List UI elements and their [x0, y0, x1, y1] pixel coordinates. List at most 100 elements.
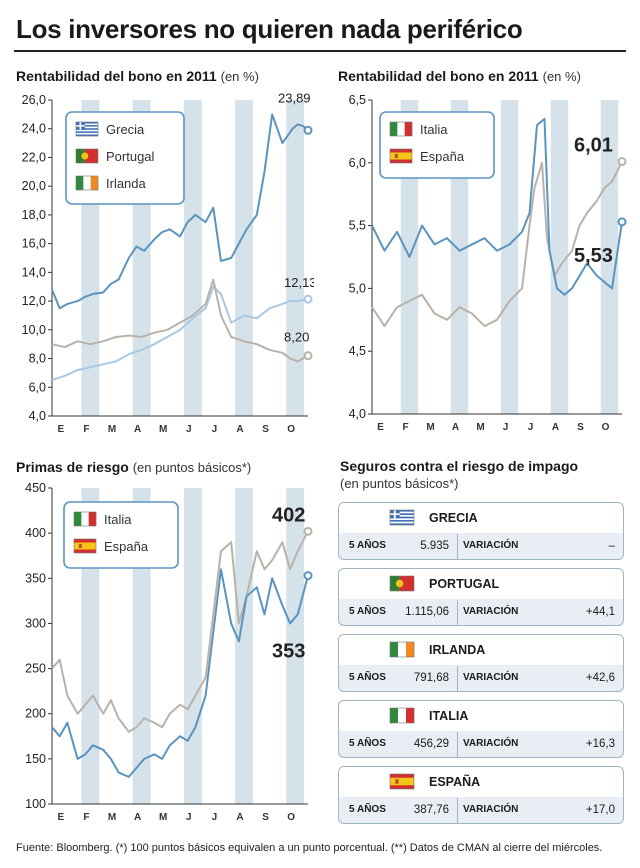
- cds-variation: +16,3: [585, 738, 615, 750]
- flag-band: [83, 176, 91, 190]
- y-tick-label: 450: [25, 481, 46, 495]
- cds-variation-label: VARIACIÓN: [463, 804, 519, 815]
- flag-band: [390, 777, 414, 786]
- y-tick-label: 4,0: [29, 409, 46, 423]
- flag-band: [84, 149, 98, 163]
- series-line-españa: [51, 568, 309, 778]
- flag-band: [406, 642, 415, 657]
- cds-row: 5 AÑOS 456,29 VARIACIÓN +16,3: [339, 732, 623, 757]
- y-tick-label: 150: [25, 752, 46, 766]
- x-tick-label: A: [552, 422, 559, 433]
- flag-border: [389, 148, 413, 164]
- cds-card-head: [339, 701, 623, 731]
- legend-label: Irlanda: [106, 176, 147, 191]
- flag-cross: [390, 513, 400, 515]
- x-tick-label: O: [287, 424, 295, 435]
- flag-band: [397, 122, 405, 136]
- x-tick-label: J: [186, 424, 192, 435]
- x-tick-label: J: [528, 422, 534, 433]
- x-tick-label: F: [402, 422, 408, 433]
- y-tick-label: 300: [25, 616, 46, 630]
- end-value-label: 12,13: [284, 275, 314, 290]
- flag-band: [406, 708, 415, 723]
- flag-band: [398, 708, 407, 723]
- flag-stripe: [390, 518, 414, 521]
- x-tick-label: O: [287, 812, 295, 823]
- cds-variation: +17,0: [585, 804, 615, 816]
- legend-label: Portugal: [106, 149, 155, 164]
- cds-5y-label: 5 AÑOS: [349, 606, 386, 617]
- flag: [389, 509, 415, 526]
- cds-subtitle: (en puntos básicos*): [340, 476, 459, 491]
- x-tick-label: M: [159, 812, 167, 823]
- legend-flag-irlanda: [75, 175, 99, 191]
- y-tick-label: 8,0: [29, 352, 46, 366]
- cds-item: 5 AÑOS 1.115,06 VARIACIÓN +44,1 PORTUGAL: [338, 568, 624, 626]
- cds-card-head: [339, 569, 623, 599]
- x-tick-label: J: [212, 812, 218, 823]
- legend-flag-portugal: [75, 148, 99, 164]
- cds-flag-es: [389, 773, 415, 790]
- legend-flag-españa: [73, 538, 97, 554]
- footer-note: Fuente: Bloomberg. (*) 100 puntos básico…: [16, 842, 603, 854]
- cds-value: 456,29: [413, 738, 449, 750]
- x-tick-label: J: [186, 812, 192, 823]
- cds-card-head: [339, 503, 623, 533]
- cds-item: 5 AÑOS 387,76 VARIACIÓN +17,0 ESPAÑA: [338, 766, 624, 824]
- flag-stripe: [76, 126, 98, 129]
- flag-border: [389, 121, 413, 137]
- month-stripe: [500, 100, 519, 414]
- y-tick-label: 400: [25, 526, 46, 540]
- flag-band: [76, 176, 84, 190]
- cds-card: 5 AÑOS 387,76 VARIACIÓN +17,0 ESPAÑA: [338, 766, 624, 824]
- flag-stripe: [390, 523, 414, 526]
- legend-flag-españa: [389, 148, 413, 164]
- flag-border: [73, 511, 97, 527]
- x-tick-label: O: [602, 422, 610, 433]
- flag-border: [389, 707, 415, 724]
- flag-cross: [76, 125, 85, 127]
- chart3-title: Primas de riesgo (en puntos básicos*): [16, 459, 251, 475]
- y-tick-label: 14,0: [22, 265, 46, 279]
- series-line-italia: [51, 530, 309, 733]
- flag-stripe: [390, 515, 414, 517]
- flag-stripe: [76, 134, 98, 137]
- y-tick-label: 12,0: [22, 294, 46, 308]
- series-end-point: [303, 351, 313, 361]
- flag-band: [390, 708, 399, 723]
- cds-5y-label: 5 AÑOS: [349, 540, 386, 551]
- cds-item: 5 AÑOS 5.935 VARIACIÓN – GRECIA: [338, 502, 624, 560]
- cds-5y-label: 5 AÑOS: [349, 672, 386, 683]
- flag-band: [74, 512, 82, 526]
- x-tick-label: M: [476, 422, 484, 433]
- y-tick-label: 200: [25, 707, 46, 721]
- legend-label: España: [104, 539, 149, 554]
- cds-divider: [457, 600, 458, 625]
- series-end-point: [303, 571, 313, 581]
- y-tick-label: 4,5: [349, 344, 366, 358]
- y-tick-label: 20,0: [22, 179, 46, 193]
- flag-border: [75, 175, 99, 191]
- x-tick-label: F: [83, 424, 89, 435]
- flag-border: [75, 148, 99, 164]
- cds-country: PORTUGAL: [429, 577, 500, 591]
- cds-card-head: [339, 635, 623, 665]
- cds-5y-label: 5 AÑOS: [349, 804, 386, 815]
- cds-row: 5 AÑOS 791,68 VARIACIÓN +42,6: [339, 666, 623, 691]
- cds-flag-pt: [389, 575, 415, 592]
- cds-divider: [457, 732, 458, 757]
- flag-border: [75, 121, 99, 137]
- flag-band: [81, 512, 89, 526]
- flag-stripe: [76, 125, 98, 127]
- y-tick-label: 10,0: [22, 323, 46, 337]
- legend-label: Grecia: [106, 122, 145, 137]
- flag-band: [398, 642, 407, 657]
- month-stripe: [183, 488, 202, 804]
- cds-title-text: Seguros contra el riesgo de impago: [340, 458, 579, 474]
- flag-stripe: [390, 521, 414, 524]
- end-value-label: 6,01: [574, 135, 613, 157]
- flag-band: [90, 176, 99, 190]
- cds-flag-ie: [389, 641, 415, 658]
- x-tick-label: A: [134, 812, 141, 823]
